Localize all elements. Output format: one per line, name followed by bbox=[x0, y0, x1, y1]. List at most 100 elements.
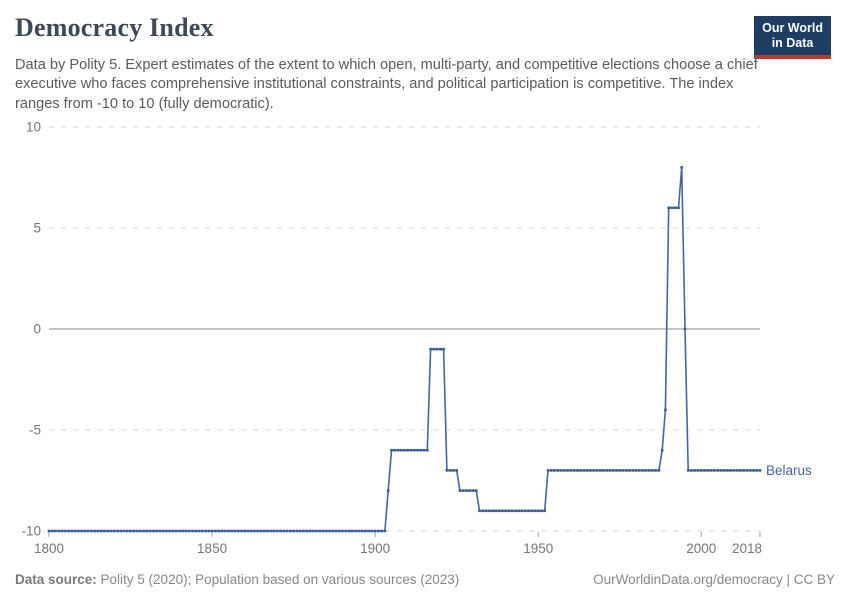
data-point-marker bbox=[576, 469, 579, 472]
data-point-marker bbox=[664, 408, 667, 412]
chart-title: Democracy Index bbox=[15, 13, 214, 42]
data-point-marker bbox=[373, 529, 377, 533]
data-point-marker bbox=[187, 529, 191, 533]
data-point-marker bbox=[644, 469, 648, 472]
data-point-marker bbox=[618, 469, 622, 472]
data-point-marker bbox=[703, 469, 706, 472]
data-point-marker bbox=[217, 529, 220, 533]
data-point-marker bbox=[729, 469, 732, 472]
x-tick-label: 1850 bbox=[197, 541, 227, 556]
data-point-marker bbox=[311, 529, 315, 533]
data-point-marker bbox=[347, 529, 351, 533]
data-point-marker bbox=[328, 529, 331, 533]
data-point-marker bbox=[207, 529, 211, 533]
data-point-marker bbox=[497, 509, 501, 513]
data-point-marker bbox=[276, 529, 279, 533]
data-point-marker bbox=[595, 469, 599, 472]
data-point-marker bbox=[488, 509, 491, 513]
data-point-marker bbox=[572, 469, 576, 472]
data-point-marker bbox=[543, 509, 546, 513]
footer-link-text[interactable]: OurWorldinData.org/democracy | CC BY bbox=[593, 572, 835, 587]
data-point-marker bbox=[256, 529, 259, 533]
data-point-marker bbox=[230, 529, 233, 533]
data-point-marker bbox=[690, 469, 693, 472]
data-point-marker bbox=[494, 509, 498, 513]
data-point-marker bbox=[119, 529, 123, 533]
data-point-marker bbox=[360, 529, 364, 533]
data-point-marker bbox=[396, 448, 400, 452]
data-point-marker bbox=[354, 529, 357, 533]
data-point-marker bbox=[585, 469, 589, 472]
data-point-marker bbox=[292, 529, 295, 533]
data-point-marker bbox=[536, 509, 540, 513]
data-point-marker bbox=[550, 469, 553, 472]
data-point-marker bbox=[732, 469, 736, 472]
data-point-marker bbox=[155, 529, 158, 533]
data-point-marker bbox=[181, 529, 184, 533]
data-point-marker bbox=[210, 529, 214, 533]
y-tick-label: 10 bbox=[26, 120, 41, 135]
data-point-marker bbox=[171, 529, 175, 533]
data-point-marker bbox=[442, 347, 445, 351]
data-point-marker bbox=[223, 529, 227, 533]
data-point-marker bbox=[566, 469, 569, 472]
data-point-marker bbox=[670, 206, 674, 210]
data-point-marker bbox=[709, 469, 713, 472]
data-point-marker bbox=[233, 529, 237, 533]
data-point-marker bbox=[77, 529, 80, 533]
data-point-marker bbox=[484, 509, 488, 513]
data-point-marker bbox=[70, 529, 74, 533]
data-point-marker bbox=[308, 529, 312, 533]
data-point-marker bbox=[165, 529, 168, 533]
data-line[interactable] bbox=[49, 167, 760, 532]
data-point-marker bbox=[240, 529, 243, 533]
data-point-marker bbox=[520, 509, 524, 513]
data-point-marker bbox=[504, 509, 507, 513]
x-tick-label: 1950 bbox=[523, 541, 553, 556]
data-point-marker bbox=[178, 529, 181, 533]
data-point-marker bbox=[628, 469, 631, 472]
data-point-marker bbox=[739, 469, 742, 472]
owid-logo: Our World in Data bbox=[754, 16, 831, 59]
data-point-marker bbox=[282, 529, 286, 533]
data-point-marker bbox=[716, 469, 719, 472]
data-point-marker bbox=[452, 469, 455, 472]
data-point-marker bbox=[758, 469, 762, 472]
data-point-marker bbox=[426, 448, 429, 452]
data-point-marker bbox=[99, 529, 103, 533]
data-point-marker bbox=[660, 448, 664, 452]
data-point-marker bbox=[510, 509, 514, 513]
entity-label[interactable]: Belarus bbox=[766, 463, 812, 478]
data-point-marker bbox=[748, 469, 752, 472]
data-point-marker bbox=[686, 469, 690, 472]
owid-logo-line1: Our World bbox=[762, 21, 823, 35]
x-tick-label: 1800 bbox=[34, 541, 64, 556]
data-point-marker bbox=[90, 529, 93, 533]
data-point-marker bbox=[214, 529, 217, 533]
data-point-marker bbox=[481, 509, 485, 513]
data-point-marker bbox=[279, 529, 282, 533]
data-point-marker bbox=[507, 509, 511, 513]
data-point-marker bbox=[298, 529, 302, 533]
data-point-marker bbox=[501, 509, 504, 513]
data-point-marker bbox=[112, 529, 116, 533]
data-point-marker bbox=[351, 529, 354, 533]
data-point-marker bbox=[722, 469, 726, 472]
data-point-marker bbox=[47, 529, 51, 533]
data-point-marker bbox=[634, 469, 638, 472]
data-point-marker bbox=[295, 529, 299, 533]
data-point-marker bbox=[602, 469, 605, 472]
data-point-marker bbox=[158, 529, 162, 533]
data-point-marker bbox=[608, 469, 612, 472]
data-point-marker bbox=[246, 529, 250, 533]
data-point-marker bbox=[406, 448, 410, 452]
data-point-marker bbox=[523, 509, 527, 513]
data-point-marker bbox=[530, 509, 533, 513]
data-point-marker bbox=[719, 469, 723, 472]
data-point-marker bbox=[647, 469, 651, 472]
data-point-marker bbox=[582, 469, 586, 472]
data-point-marker bbox=[514, 509, 517, 513]
data-point-marker bbox=[57, 529, 61, 533]
data-point-marker bbox=[364, 529, 367, 533]
